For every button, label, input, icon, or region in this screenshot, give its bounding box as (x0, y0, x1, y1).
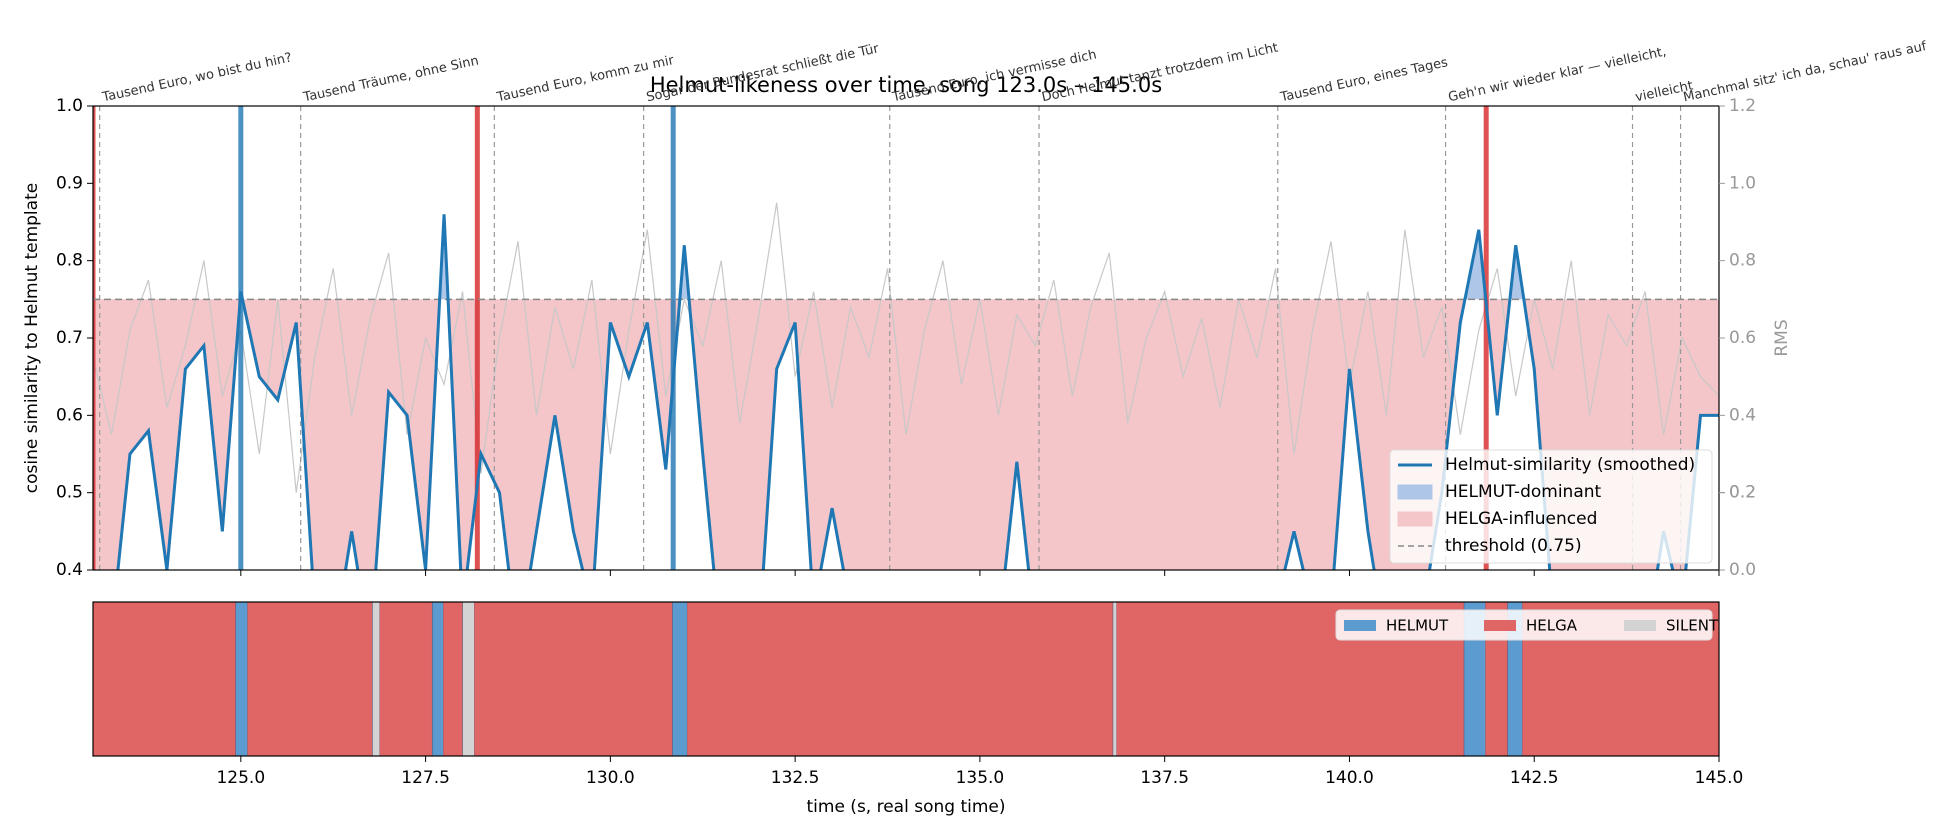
legend-swatch (1397, 484, 1433, 500)
segment (1112, 601, 1117, 757)
y2-axis-label: RMS (1772, 319, 1792, 356)
legend-label: HELMUT-dominant (1445, 482, 1602, 502)
y2-tick-label: 0.0 (1729, 560, 1756, 580)
legend-box (1335, 609, 1713, 641)
x-tick-label: 142.5 (1510, 768, 1559, 788)
legend-swatch (1344, 620, 1376, 631)
y-tick-label: 1.0 (56, 96, 83, 116)
y2-tick-label: 1.2 (1729, 96, 1756, 116)
legend-label: HELGA-influenced (1445, 509, 1597, 529)
segment (372, 601, 381, 757)
segment (431, 601, 444, 757)
legend-label: SILENT (1666, 617, 1719, 635)
x-axis-label: time (s, real song time) (807, 797, 1006, 817)
segment (235, 601, 248, 757)
plot-area (93, 106, 1719, 570)
segment (462, 601, 475, 757)
x-tick-label: 135.0 (956, 768, 1005, 788)
segment (672, 601, 688, 757)
lyric-label: Tausend Träume, ohne Sinn (301, 53, 480, 105)
segment (443, 602, 463, 756)
chart-title: Helmut-likeness over time, song 123.0s –… (650, 73, 1162, 97)
legend-swatch (1624, 620, 1656, 631)
segment (379, 602, 433, 756)
segment (93, 602, 236, 756)
y2-tick-label: 0.4 (1729, 405, 1756, 425)
legend-label: Helmut-similarity (smoothed) (1445, 455, 1695, 475)
y2-tick-label: 0.6 (1729, 328, 1756, 348)
legend-swatch (1484, 620, 1516, 631)
lyric-label: Manchmal sitz' ich da, schau' raus auf (1682, 39, 1928, 105)
legend-swatch (1397, 511, 1433, 527)
y2-tick-label: 0.2 (1729, 483, 1756, 503)
x-tick-label: 127.5 (401, 768, 450, 788)
x-tick-label: 140.0 (1325, 768, 1374, 788)
legend-label: HELMUT (1386, 617, 1449, 635)
y-tick-label: 0.9 (56, 173, 83, 193)
y-tick-label: 0.8 (56, 251, 83, 271)
axes-frame (92, 601, 1720, 757)
y2-tick-label: 1.0 (1729, 173, 1756, 193)
y2-tick-label: 0.8 (1729, 251, 1756, 271)
y-tick-label: 0.7 (56, 328, 83, 348)
y-axis-label: cosine similarity to Helmut template (22, 183, 42, 493)
x-tick-label: 132.5 (771, 768, 820, 788)
x-tick-label: 125.0 (216, 768, 265, 788)
lyric-label: Tausend Euro, wo bist du hin? (100, 50, 293, 105)
lyric-label: Tausend Euro, eines Tages (1278, 55, 1449, 105)
legend-box (1389, 449, 1713, 564)
y-tick-label: 0.4 (56, 560, 83, 580)
segment (687, 602, 1113, 756)
x-tick-label: 130.0 (586, 768, 635, 788)
legend-label: HELGA (1526, 617, 1578, 635)
segment (247, 602, 373, 756)
segment (474, 602, 673, 756)
similarity-line (116, 214, 1719, 570)
x-tick-label: 137.5 (1140, 768, 1189, 788)
y-tick-label: 0.6 (56, 405, 83, 425)
y2-tick-label: 0.2 (1729, 483, 1756, 503)
rms-line (93, 202, 1719, 493)
x-tick-label: 145.0 (1695, 768, 1744, 788)
y-tick-label: 0.5 (56, 483, 83, 503)
under-line (117, 214, 1719, 570)
legend-label: threshold (0.75) (1445, 536, 1582, 556)
